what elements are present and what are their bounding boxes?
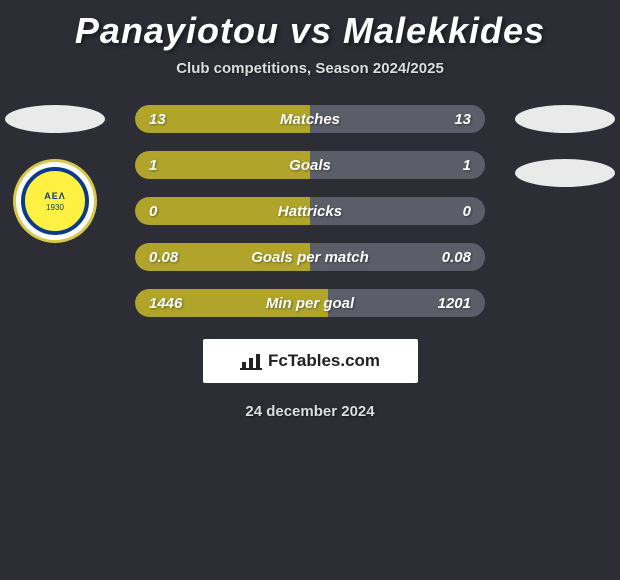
stat-bar: 1 Goals 1 — [135, 151, 485, 179]
stat-bar: 13 Matches 13 — [135, 105, 485, 133]
stat-value-left: 1 — [149, 157, 157, 174]
stat-label: Goals — [289, 157, 331, 174]
stat-bar-fill-right — [310, 151, 485, 179]
stat-label: Hattricks — [278, 203, 342, 220]
stat-label: Goals per match — [251, 249, 369, 266]
player-right-club-silhouette — [515, 159, 615, 187]
stat-value-right: 1201 — [438, 295, 471, 312]
club-year: 1930 — [46, 203, 64, 212]
stat-value-left: 13 — [149, 111, 166, 128]
player-right-column — [510, 105, 620, 187]
stat-value-right: 0.08 — [442, 249, 471, 266]
comparison-panel: AEΛ 1930 13 Matches 13 1 Goals 1 0 Hattricks 0 0.… — [0, 105, 620, 317]
stat-value-right: 13 — [454, 111, 471, 128]
player-left-silhouette — [5, 105, 105, 133]
subtitle: Club competitions, Season 2024/2025 — [0, 60, 620, 77]
player-left-club-badge: AEΛ 1930 — [13, 159, 97, 243]
stat-bar: 1446 Min per goal 1201 — [135, 289, 485, 317]
stat-bar-fill-left — [135, 151, 310, 179]
stat-bar: 0.08 Goals per match 0.08 — [135, 243, 485, 271]
club-abbr: AEΛ — [44, 191, 66, 201]
stat-bar: 0 Hattricks 0 — [135, 197, 485, 225]
stat-value-left: 0 — [149, 203, 157, 220]
date-text: 24 december 2024 — [0, 403, 620, 420]
stat-label: Matches — [280, 111, 340, 128]
bar-chart-icon — [240, 352, 262, 370]
stat-value-left: 1446 — [149, 295, 182, 312]
stat-value-right: 0 — [463, 203, 471, 220]
stat-label: Min per goal — [266, 295, 354, 312]
player-right-silhouette — [515, 105, 615, 133]
stat-bars: 13 Matches 13 1 Goals 1 0 Hattricks 0 0.08 Goals p… — [135, 105, 485, 317]
footer-logo: FcTables.com — [203, 339, 418, 383]
stat-value-right: 1 — [463, 157, 471, 174]
brand-text: FcTables.com — [268, 351, 380, 371]
stat-value-left: 0.08 — [149, 249, 178, 266]
player-left-column: AEΛ 1930 — [0, 105, 110, 243]
page-title: Panayiotou vs Malekkides — [0, 0, 620, 52]
